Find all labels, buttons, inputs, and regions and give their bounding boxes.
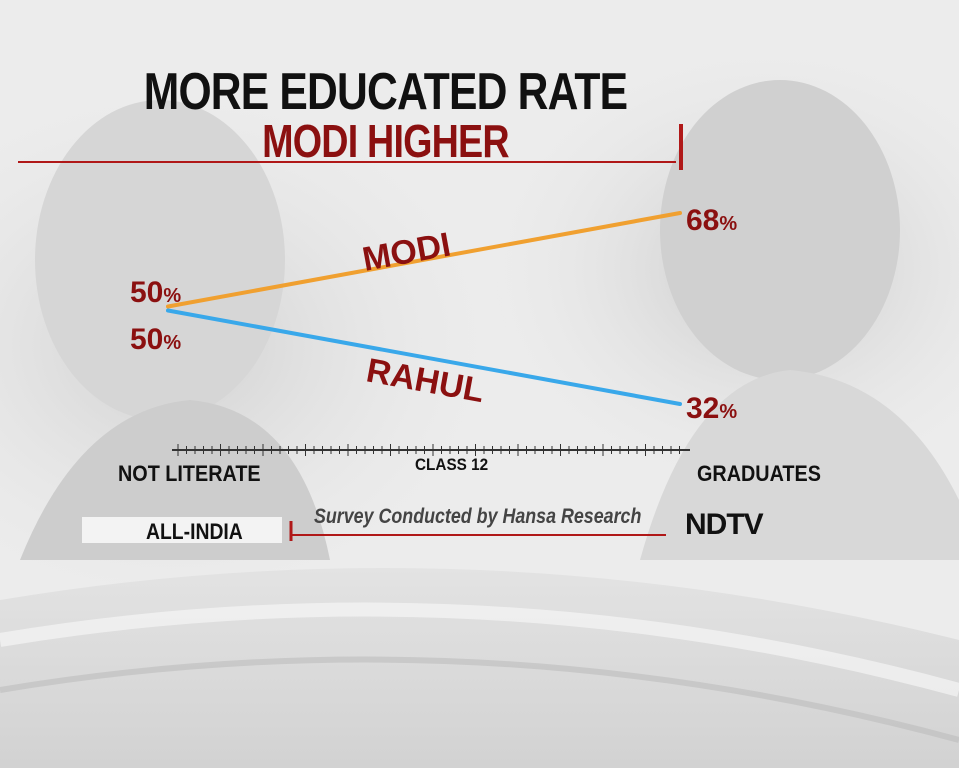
data-label-unit: % (719, 213, 737, 235)
series-label-rahul: RAHUL (363, 352, 487, 411)
data-label-unit: % (163, 332, 181, 354)
series-line-modi (166, 211, 682, 309)
data-label-unit: % (163, 285, 181, 307)
series-line-rahul (166, 308, 682, 406)
survey-scope: ALL-INDIA (146, 519, 243, 544)
photo-right-silhouette (640, 80, 959, 560)
data-label-modi-0: 50% (130, 276, 181, 309)
chart-subtitle: MODI HIGHER (262, 115, 509, 167)
channel-logo: NDTV (685, 508, 764, 541)
survey-source: Survey Conducted by Hansa Research (314, 505, 642, 528)
x-label-class-12: CLASS 12 (415, 455, 489, 474)
data-label-modi-1: 68% (686, 204, 737, 237)
x-label-graduates: GRADUATES (697, 461, 821, 486)
data-label-rahul-0: 50% (130, 323, 181, 356)
footer-highlight (82, 517, 282, 543)
data-label-unit: % (719, 401, 737, 423)
chart-title: MORE EDUCATED RATE (143, 63, 628, 121)
x-label-not-literate: NOT LITERATE (118, 461, 261, 486)
series-label-modi: MODI (359, 226, 453, 279)
data-label-rahul-1: 32% (686, 392, 737, 425)
